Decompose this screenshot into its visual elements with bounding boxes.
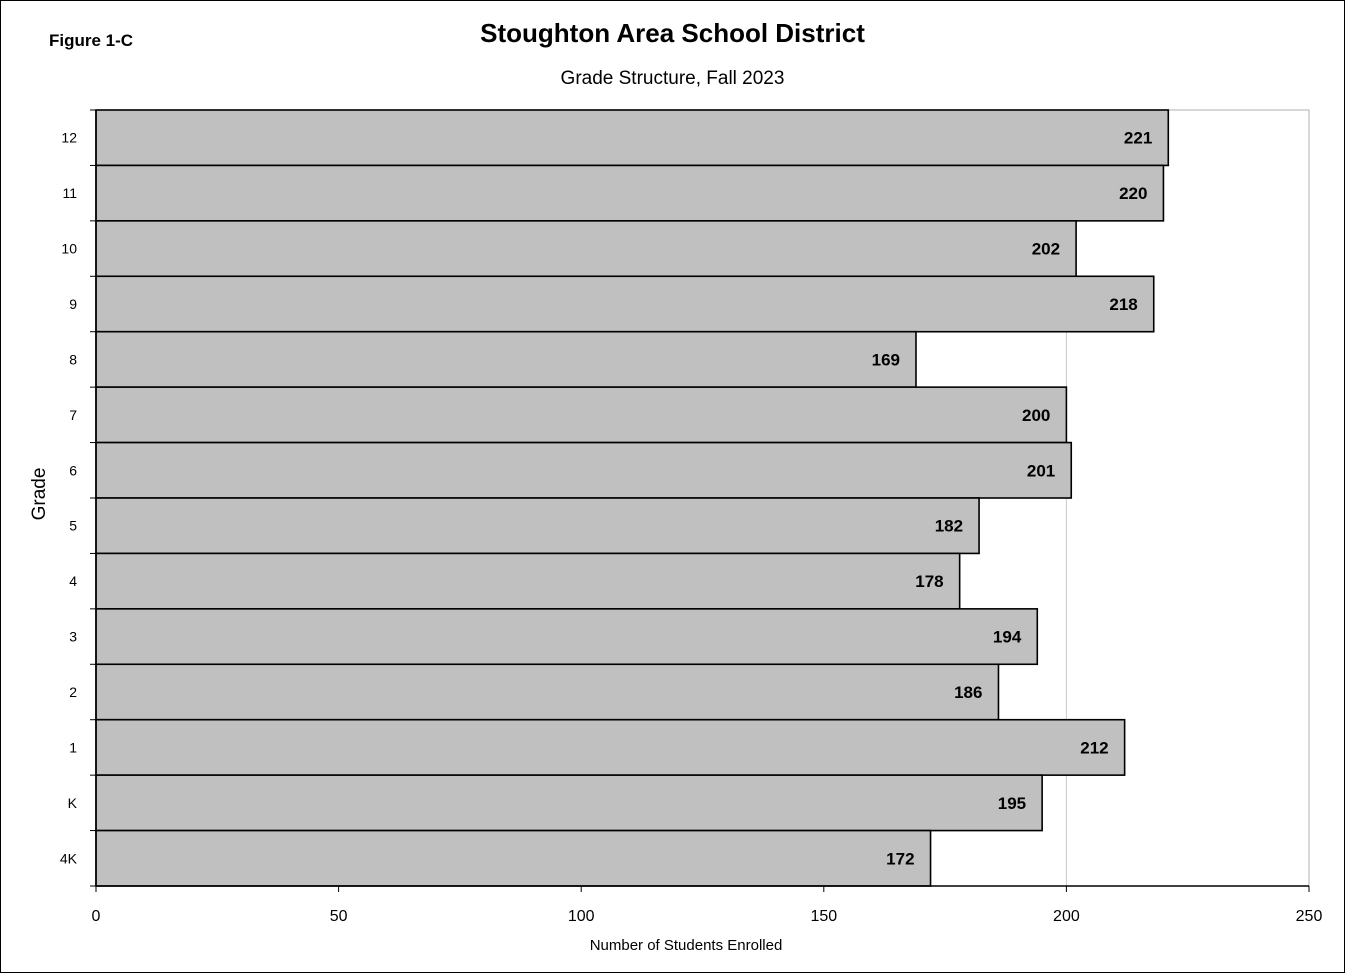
- data-label-grade-7: 200: [1022, 406, 1050, 425]
- y-tick-label-12: 12: [61, 130, 77, 146]
- axes-layer: 12 11 10 9 8 7 6 5 4 3 2 1 K 4K 0 50 100 150 200 250: [60, 109, 1323, 925]
- y-tick-label-9: 9: [69, 296, 77, 312]
- bar-grade-1: [95, 718, 1126, 776]
- y-tick-label-1: 1: [69, 739, 77, 755]
- x-tick-label-250: 250: [1296, 908, 1323, 925]
- data-label-grade-8: 169: [872, 350, 900, 369]
- x-axis-title: Number of Students Enrolled: [590, 937, 783, 954]
- bar-grade-9: [95, 275, 1155, 333]
- bar-grade-10: [95, 220, 1077, 278]
- data-label-grade-12: 221: [1124, 129, 1152, 148]
- bar-grade-5: [95, 497, 980, 555]
- bars-layer: 221 220 202 218 169 200 201 182 178 194 186 212 195 1…: [95, 109, 1170, 887]
- figure-label: Figure 1-C: [49, 31, 134, 50]
- y-tick-label-5: 5: [69, 518, 77, 534]
- bar-grade-6: [95, 441, 1073, 499]
- data-label-grade-9: 218: [1109, 295, 1137, 314]
- y-tick-label-10: 10: [61, 241, 77, 257]
- x-tick-label-200: 200: [1053, 908, 1080, 925]
- chart-subtitle: Grade Structure, Fall 2023: [560, 68, 785, 89]
- y-tick-label-4k: 4K: [60, 850, 78, 866]
- data-label-grade-k: 195: [998, 794, 1026, 813]
- data-label-grade-5: 182: [935, 517, 963, 536]
- bar-grade-2: [95, 663, 1000, 721]
- x-tick-label-50: 50: [330, 908, 348, 925]
- y-tick-label-k: K: [68, 795, 78, 811]
- bar-grade-8: [95, 330, 917, 388]
- y-tick-label-4: 4: [69, 573, 77, 589]
- y-tick-label-2: 2: [69, 684, 77, 700]
- data-label-grade-4k: 172: [886, 849, 914, 868]
- x-tick-label-150: 150: [810, 908, 837, 925]
- data-label-grade-10: 202: [1032, 240, 1060, 259]
- bar-grade-11: [95, 164, 1165, 222]
- y-axis-title: Grade: [29, 468, 50, 521]
- chart-title: Stoughton Area School District: [480, 18, 865, 48]
- y-tick-label-3: 3: [69, 629, 77, 645]
- y-tick-label-7: 7: [69, 407, 77, 423]
- bar-grade-3: [95, 608, 1039, 666]
- data-label-grade-1: 212: [1080, 738, 1108, 757]
- data-label-grade-3: 194: [993, 628, 1022, 647]
- bar-grade-12: [95, 109, 1170, 167]
- y-tick-label-8: 8: [69, 351, 77, 367]
- bar-grade-4k: [95, 829, 932, 887]
- data-label-grade-2: 186: [954, 683, 982, 702]
- bar-grade-7: [95, 386, 1068, 444]
- data-label-grade-6: 201: [1027, 461, 1055, 480]
- x-tick-label-100: 100: [568, 908, 595, 925]
- bar-grade-k: [95, 774, 1043, 832]
- x-tick-label-0: 0: [92, 908, 101, 925]
- data-label-grade-11: 220: [1119, 184, 1147, 203]
- data-label-grade-4: 178: [915, 572, 943, 591]
- bar-grade-4: [95, 552, 961, 610]
- y-tick-label-6: 6: [69, 462, 77, 478]
- y-tick-label-11: 11: [62, 185, 77, 201]
